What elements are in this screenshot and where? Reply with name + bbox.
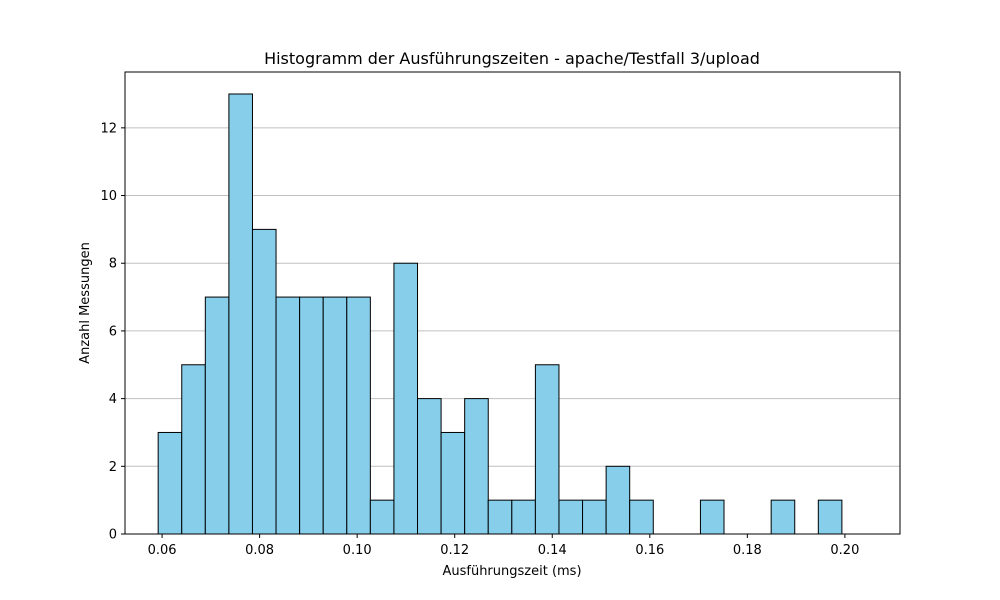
histogram-bar	[346, 296, 371, 535]
histogram-bar	[417, 398, 442, 535]
x-tick-label: 0.20	[830, 543, 859, 558]
y-tick-label: 10	[100, 189, 117, 204]
histogram-bar	[582, 499, 607, 535]
histogram-bar	[369, 499, 395, 535]
x-tick-label: 0.06	[148, 543, 177, 558]
y-axis-ticks: 0 2 4 6 8 10 12	[100, 121, 125, 543]
histogram-bar	[699, 499, 725, 535]
histogram-bar	[464, 398, 489, 535]
histogram-bar	[228, 93, 253, 535]
x-tick-label: 0.12	[440, 543, 469, 558]
histogram-bar	[817, 499, 843, 535]
y-tick-label: 0	[109, 528, 117, 543]
x-axis-label: Ausführungszeit (ms)	[442, 564, 581, 579]
y-tick-label: 4	[109, 392, 117, 407]
x-tick-label: 0.14	[538, 543, 567, 558]
histogram-bar	[181, 364, 206, 535]
bars-group	[157, 93, 843, 535]
histogram-bar	[511, 499, 536, 535]
histogram-bar	[558, 499, 584, 535]
plot-frame	[124, 71, 901, 535]
histogram-bar	[251, 228, 277, 535]
x-tick-label: 0.18	[733, 543, 762, 558]
x-tick-label: 0.16	[635, 543, 664, 558]
histogram-bar	[157, 431, 183, 535]
histogram-bar	[275, 296, 301, 535]
y-tick-label: 8	[109, 257, 117, 272]
histogram-bar	[204, 296, 230, 535]
histogram-bar	[487, 499, 513, 535]
x-axis-ticks: 0.06 0.08 0.10 0.12 0.14 0.16 0.18 0.20	[148, 534, 859, 558]
histogram-bar	[629, 499, 654, 535]
y-tick-label: 6	[109, 324, 117, 339]
histogram-bar	[770, 499, 796, 535]
y-tick-label: 12	[100, 121, 117, 136]
x-tick-label: 0.08	[245, 543, 274, 558]
y-axis-label: Anzahl Messungen	[78, 242, 93, 364]
histogram-bar	[440, 431, 466, 535]
histogram-bar	[605, 465, 631, 535]
x-tick-label: 0.10	[343, 543, 372, 558]
histogram-bar	[534, 364, 560, 535]
histogram-bar	[393, 262, 419, 535]
histogram-bar	[299, 296, 324, 535]
histogram-bar	[322, 296, 348, 535]
chart-title: Histogramm der Ausführungszeiten - apach…	[264, 49, 760, 68]
y-tick-label: 2	[109, 460, 117, 475]
